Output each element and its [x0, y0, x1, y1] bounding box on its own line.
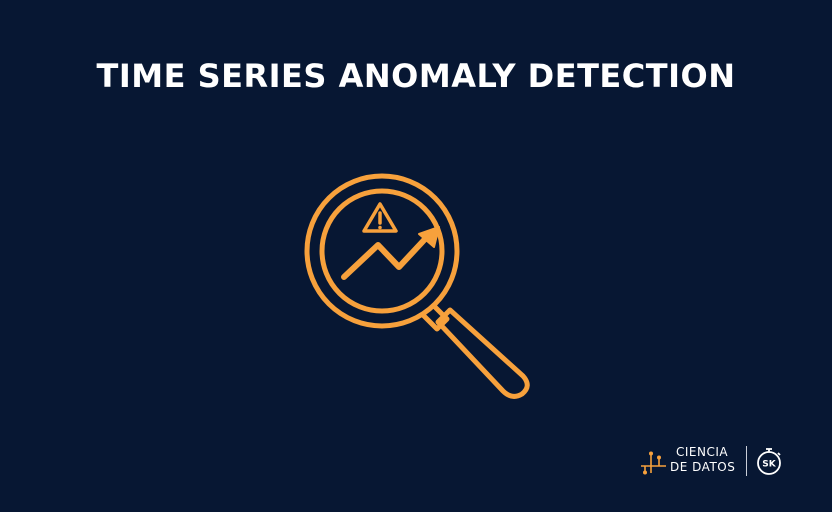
brand-name-line1: CIENCIA	[676, 445, 729, 459]
data-science-mark-icon	[641, 451, 666, 475]
page-title: TIME SERIES ANOMALY DETECTION	[96, 57, 736, 95]
stopwatch-icon: SK	[757, 448, 781, 475]
brand-logo-block: CIENCIA DE DATOS SK	[638, 444, 788, 478]
brand-divider	[746, 446, 747, 476]
brand-name-line2: DE DATOS	[670, 460, 736, 474]
trending-up-arrow-icon	[341, 226, 440, 280]
magnifier-anomaly-trend-icon	[304, 173, 530, 399]
brand-name: CIENCIA DE DATOS	[670, 445, 735, 475]
logo-sk-text: SK	[762, 460, 776, 470]
lens-inner-ring	[319, 188, 445, 314]
handle	[435, 307, 530, 399]
lens-outer-ring	[304, 173, 460, 329]
warning-triangle-icon	[362, 202, 398, 233]
